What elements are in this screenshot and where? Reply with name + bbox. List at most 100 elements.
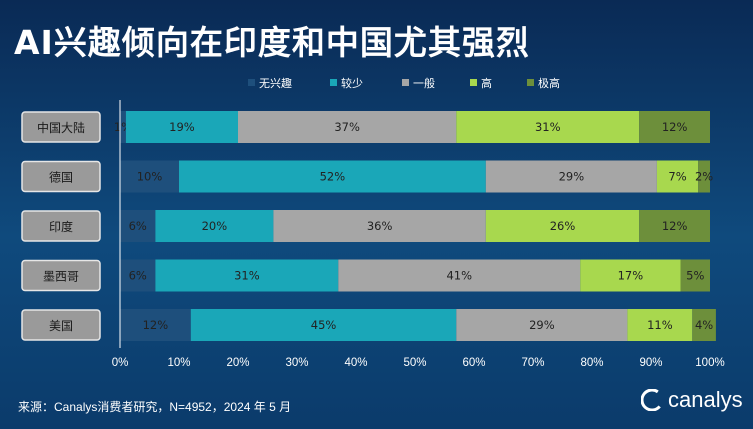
- bar-segment: [120, 210, 156, 242]
- x-tick-label: 50%: [403, 357, 426, 369]
- x-tick-label: 30%: [285, 357, 308, 369]
- x-tick-label: 0%: [112, 357, 129, 369]
- data-label: 29%: [559, 170, 585, 184]
- bar-segment: [692, 309, 716, 341]
- data-label: 2%: [695, 170, 713, 184]
- data-label: 36%: [367, 219, 393, 233]
- bar-segment: [485, 160, 657, 193]
- bar-segment: [125, 111, 238, 143]
- brand-logo: canalys: [641, 386, 743, 414]
- data-label: 12%: [662, 120, 688, 134]
- bar-segment: [639, 210, 710, 242]
- x-axis: 0% 10% 20% 30% 40% 50% 60% 70% 80% 90% 100%: [112, 100, 725, 369]
- data-label: 11%: [647, 318, 673, 332]
- category-text: 中国大陆: [37, 120, 85, 135]
- x-tick-label: 20%: [226, 357, 249, 369]
- source-note: 来源：Canalys消费者研究，N=4952，2024 年 5 月: [18, 400, 292, 414]
- bar-segment: [656, 160, 699, 193]
- data-label: 12%: [143, 318, 169, 332]
- data-label: 37%: [334, 120, 360, 134]
- legend-swatch: [527, 79, 534, 86]
- legend-label: 无兴趣: [259, 76, 292, 90]
- data-label: 41%: [446, 269, 472, 283]
- data-label: 45%: [311, 318, 337, 332]
- data-label: 12%: [662, 219, 688, 233]
- bar-segment: [580, 259, 681, 292]
- bar-segment: [155, 210, 274, 242]
- bar-segment: [120, 111, 126, 143]
- bar-segment: [190, 309, 457, 341]
- bars: 1% 19% 37% 31% 12%10% 52% 29% 7% 2%6% 20% 36% 26% 12…: [114, 111, 716, 341]
- x-tick-label: 10%: [167, 357, 190, 369]
- data-label: 31%: [535, 120, 561, 134]
- bar-segment: [456, 309, 628, 341]
- data-label: 52%: [320, 170, 346, 184]
- legend-item: 极高: [527, 76, 560, 90]
- data-label: 26%: [550, 219, 576, 233]
- bar-segment: [639, 111, 710, 143]
- category-text: 墨西哥: [43, 270, 79, 284]
- bar-segment: [273, 210, 486, 242]
- page-title: AI兴趣倾向在印度和中国尤其强烈: [14, 23, 530, 62]
- brand-name: canalys: [668, 387, 743, 412]
- data-label: 6%: [129, 269, 147, 283]
- category-box: [21, 210, 101, 242]
- data-label: 31%: [234, 269, 260, 283]
- data-label: 6%: [129, 219, 147, 233]
- bar-segment: [627, 309, 693, 341]
- legend-label: 极高: [538, 76, 560, 90]
- x-tick-label: 90%: [639, 357, 662, 369]
- bar-segment: [338, 259, 581, 292]
- category-label: 美国: [21, 309, 101, 341]
- legend-swatch: [402, 79, 409, 86]
- canalys-logo-icon: [641, 389, 663, 411]
- x-tick-label: 70%: [521, 357, 544, 369]
- category-label: 中国大陆: [21, 111, 101, 143]
- data-label: 17%: [618, 269, 644, 283]
- bar-segment: [120, 259, 156, 292]
- category-box: [21, 160, 101, 193]
- data-label: 4%: [695, 318, 713, 332]
- x-tick-label: 100%: [695, 357, 724, 369]
- legend-label: 高: [481, 76, 492, 90]
- data-label: 20%: [202, 219, 228, 233]
- bar-segment: [120, 160, 179, 193]
- bar-segment: [698, 160, 710, 193]
- legend-swatch: [248, 79, 255, 86]
- legend-swatch: [470, 79, 477, 86]
- category-label: 德国: [21, 160, 101, 193]
- category-box: [21, 309, 101, 341]
- legend-item: 高: [470, 76, 492, 90]
- bar-segment: [179, 160, 486, 193]
- x-tick-label: 40%: [344, 357, 367, 369]
- category-label: 墨西哥: [21, 259, 101, 292]
- bar-segment: [155, 259, 339, 292]
- data-label: 5%: [686, 269, 704, 283]
- bar-segment: [485, 210, 640, 242]
- bar-segment: [680, 259, 710, 292]
- data-label: 7%: [668, 170, 686, 184]
- category-label: 印度: [21, 210, 101, 242]
- legend-item: 无兴趣: [248, 76, 292, 90]
- category-text: 德国: [49, 170, 73, 185]
- legend-item: 一般: [402, 77, 435, 90]
- legend: 无兴趣 较少 一般 高 极高: [248, 76, 560, 90]
- category-box: [21, 111, 101, 143]
- bar-segment: [238, 111, 457, 143]
- data-label: 19%: [169, 120, 195, 134]
- x-tick-label: 80%: [580, 357, 603, 369]
- category-text: 美国: [49, 319, 73, 333]
- data-label: 10%: [137, 170, 163, 184]
- x-tick-label: 60%: [462, 357, 485, 369]
- legend-label: 较少: [341, 76, 363, 90]
- legend-item: 较少: [330, 76, 363, 90]
- category-box: [21, 259, 101, 292]
- bar-segment: [456, 111, 640, 143]
- bar-segment: [120, 309, 191, 341]
- legend-label: 一般: [413, 77, 435, 90]
- category-text: 印度: [49, 219, 73, 234]
- data-label: 29%: [529, 318, 555, 332]
- legend-swatch: [330, 79, 337, 86]
